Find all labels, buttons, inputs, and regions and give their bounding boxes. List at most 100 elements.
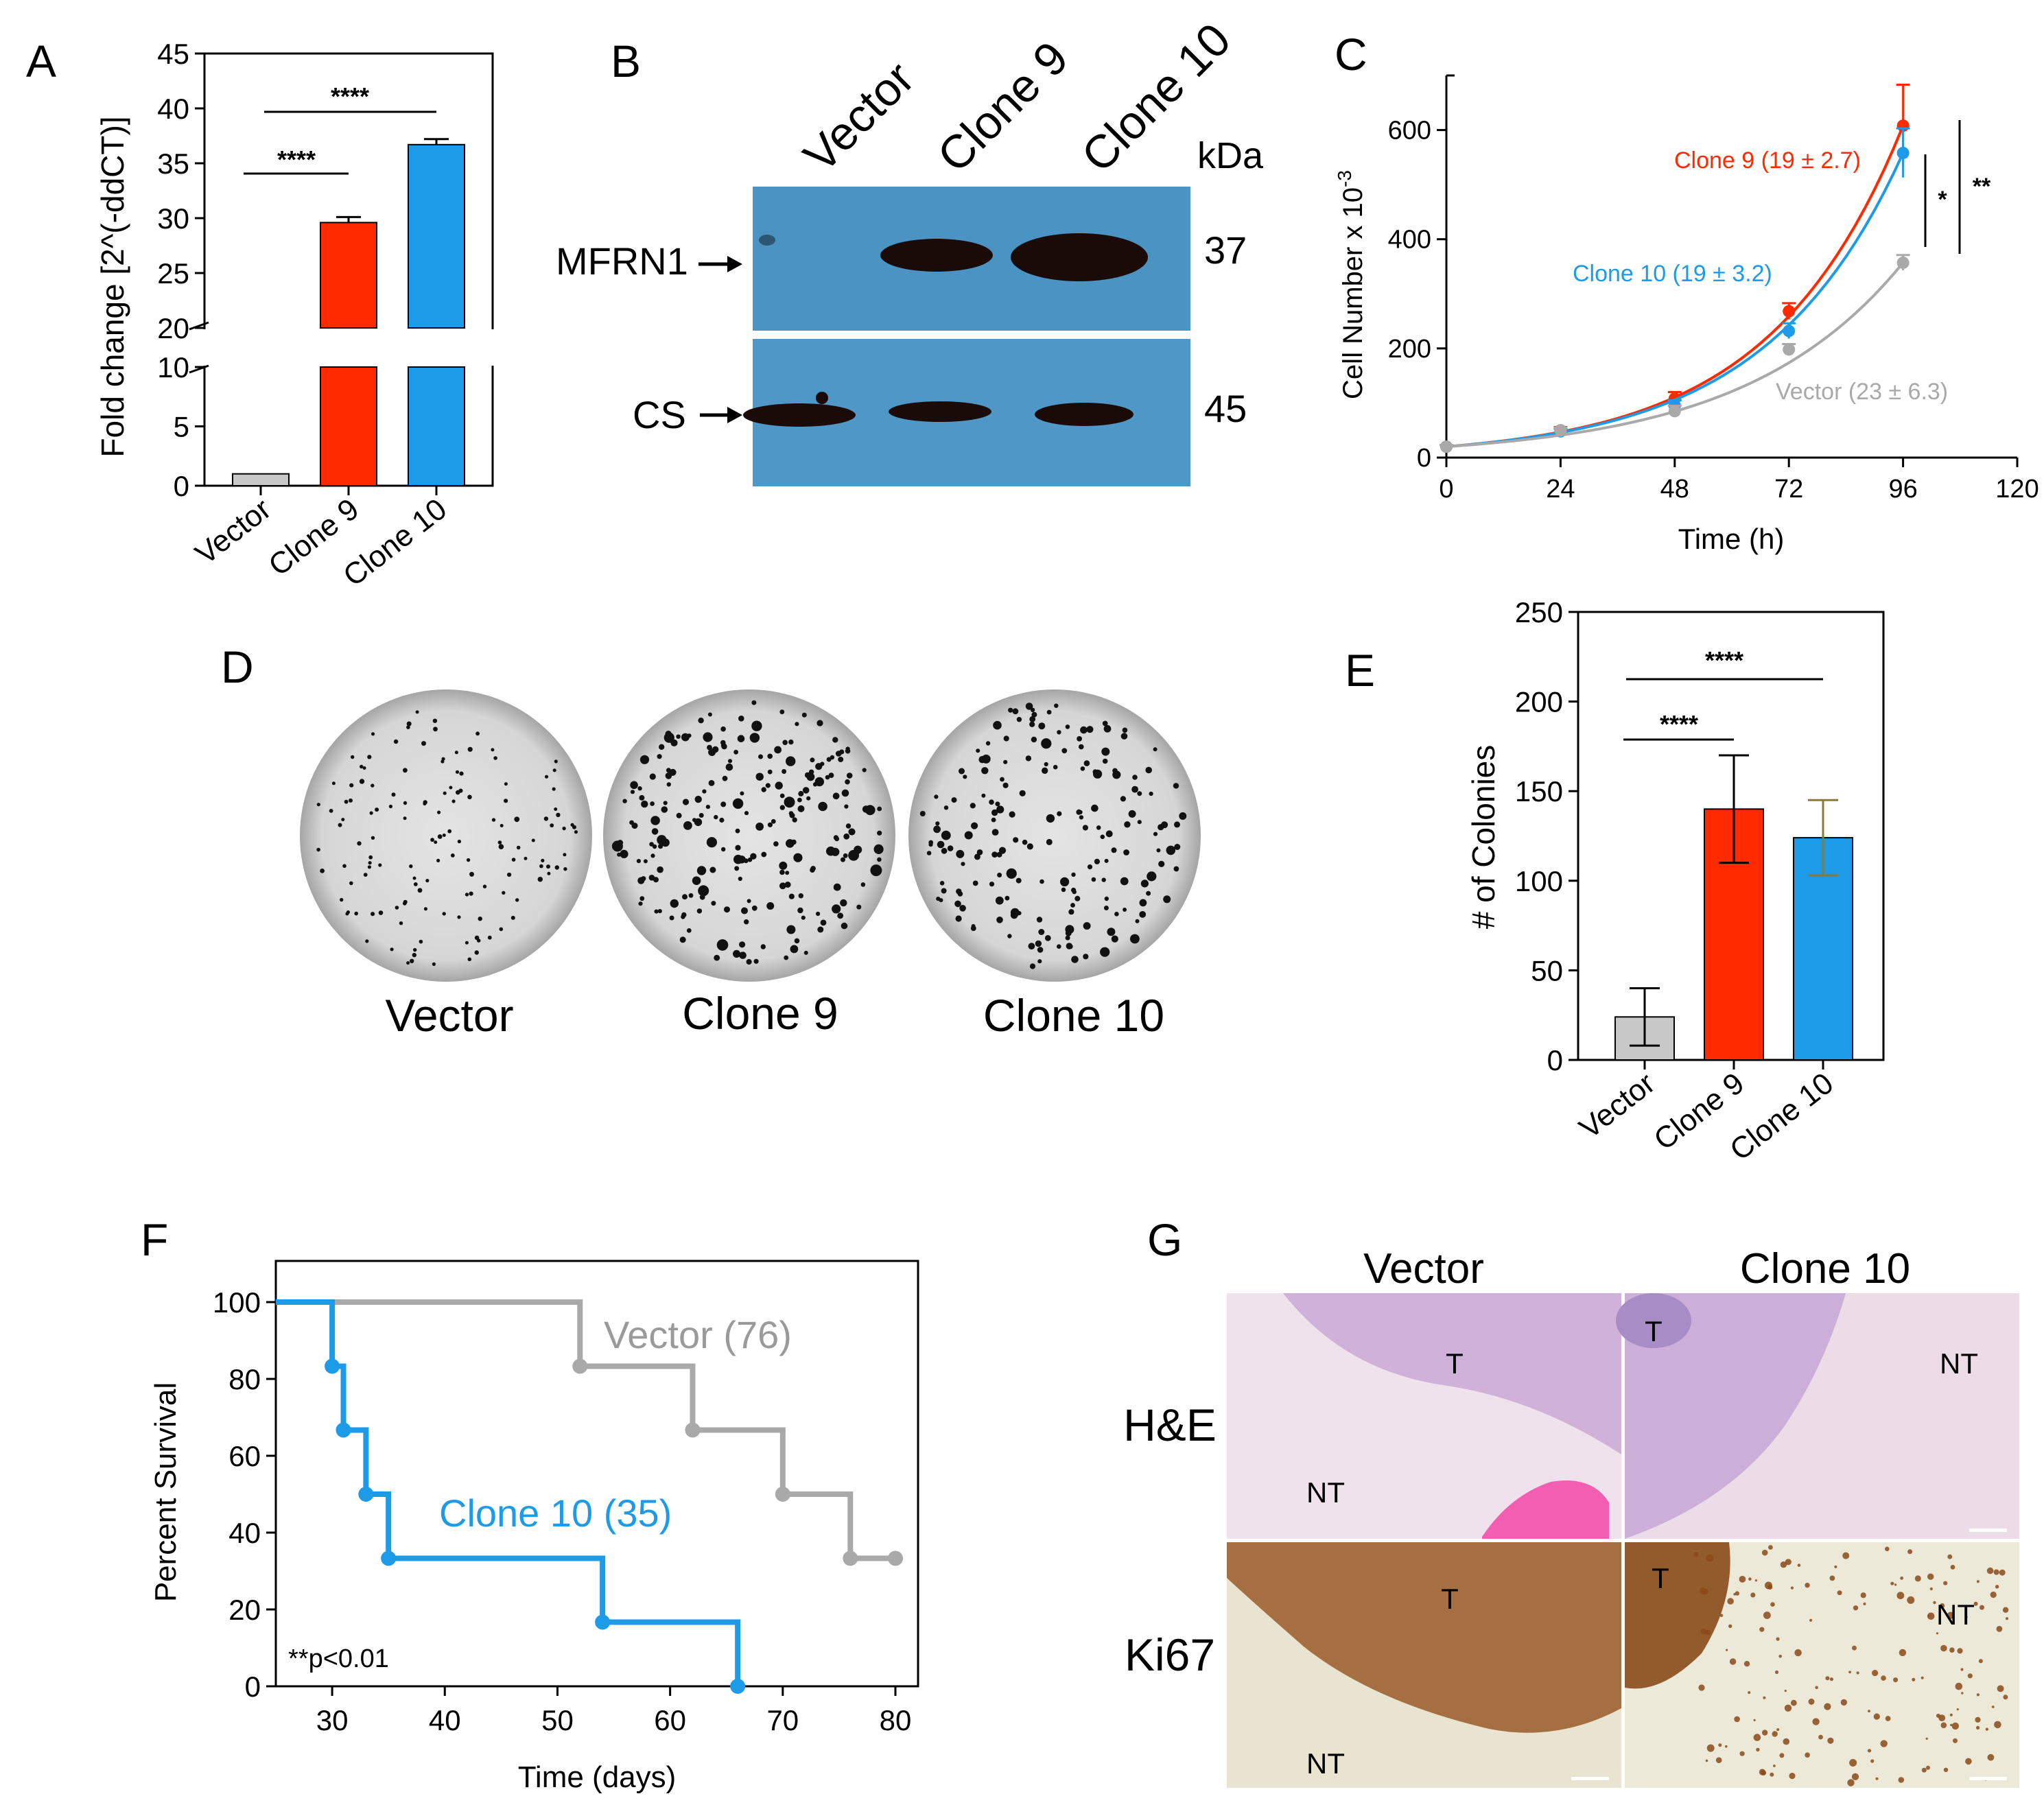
colony-dot [761,851,767,858]
panel-label-b: B [611,36,641,86]
colony-dot [450,853,455,858]
colonies-clone9 [611,700,884,965]
colony-dot [970,803,976,809]
ki67-speckle [1899,1649,1907,1657]
chart-c-point [1440,440,1453,453]
ki67-speckle [1805,1752,1810,1758]
colony-dot [840,899,847,907]
colony-dot [556,812,561,818]
colony-dot [972,880,978,886]
colony-dot [620,849,629,858]
colony-dot [344,799,349,804]
colony-dot [665,772,672,779]
colony-dot [806,796,811,801]
colony-dot [714,814,718,820]
colony-dot [991,829,999,836]
colony-dot [514,816,520,823]
colony-dot [794,938,800,944]
ki67-speckle [1955,1682,1963,1690]
colony-dot [1035,940,1042,947]
colony-dot [784,882,791,888]
ki67-vector-tumor-region [1227,1542,1621,1733]
colony-dot [703,732,713,742]
ki67-speckle [1743,1661,1750,1667]
colony-dot [779,709,785,715]
colony-dot [696,908,703,914]
ki67-speckle [1715,1757,1722,1763]
colony-dot [650,853,655,858]
ki67-speckle [1912,1677,1916,1681]
colony-dot [711,901,716,906]
colony-dot [406,721,412,727]
colony-dot [367,865,372,869]
colony-dot [775,781,783,790]
colony-dot [801,915,806,920]
colony-dot [354,911,358,916]
colony-dot [739,941,746,948]
colony-dot [793,853,803,862]
chart-c-xlabel: Time (h) [1678,523,1785,555]
colony-dot [993,720,1002,730]
ki67-speckle [1896,1592,1905,1600]
ki67-speckle [1827,1737,1834,1744]
chart-a-ytick-label: 25 [157,257,189,290]
ki67-speckle [1950,1723,1953,1727]
colony-dot [787,759,792,764]
ki67-vector-label-t: T [1441,1583,1459,1615]
colony-dot [1104,896,1109,901]
colony-dot [802,787,810,794]
ki67-speckle [1936,1632,1939,1635]
chart-e-ytick-label: 150 [1515,775,1563,807]
colony-dot [746,958,752,965]
colony-dot [1130,934,1140,944]
ki67-speckle [1894,1583,1897,1586]
chart-f-censor-point [325,1358,340,1374]
ki67-speckle [1815,1686,1818,1690]
colony-dot [862,768,867,772]
colony-dot [937,840,945,849]
colony-dot [643,859,648,864]
colony-dot [755,772,764,781]
band-mfrn1-clone10 [1011,233,1148,281]
colony-dot [773,841,779,847]
colony-dot [789,812,795,818]
colony-dot [412,876,416,880]
chart-c-point [1554,424,1567,437]
colony-dot [415,710,419,714]
colony-dot [1038,722,1046,730]
colony-dot [666,782,671,787]
ki67-speckle [1890,1581,1894,1585]
colony-dot [1068,909,1074,915]
chart-e-sig-label: **** [1705,646,1743,674]
ki67-speckle [1770,1602,1775,1607]
chart-f-curve-vector [276,1299,895,1561]
chart-f-censor-point [336,1422,351,1438]
colony-dot [657,866,663,873]
colony-dot [1146,890,1151,896]
ki67-speckle [1853,1605,1859,1611]
colony-dot [833,835,838,840]
chart-a-ytick-label: 45 [157,38,189,70]
colony-dot [767,753,773,759]
chart-c-point [1783,305,1796,318]
colony-dot [1083,954,1089,960]
colony-dot [1076,809,1082,815]
panel-label-a: A [26,36,56,86]
band-cs-speck [816,392,828,404]
colony-dot [368,855,373,860]
chart-c-fit-vector [1446,261,1905,449]
colony-dot [688,893,694,898]
ki67-speckle [1847,1779,1855,1786]
colony-dot [978,756,986,764]
colony-dot [832,737,838,743]
colony-dot [1094,858,1100,864]
blot-kda-header: kDa [1197,135,1264,176]
colony-dot [341,818,345,822]
colony-dot [654,909,659,914]
blot-label-mfrn1: MFRN1 [556,239,688,283]
colony-dot [692,876,701,885]
colony-dot [511,858,516,862]
colony-dot [455,770,460,774]
chart-e-ytick-label: 250 [1515,596,1563,628]
